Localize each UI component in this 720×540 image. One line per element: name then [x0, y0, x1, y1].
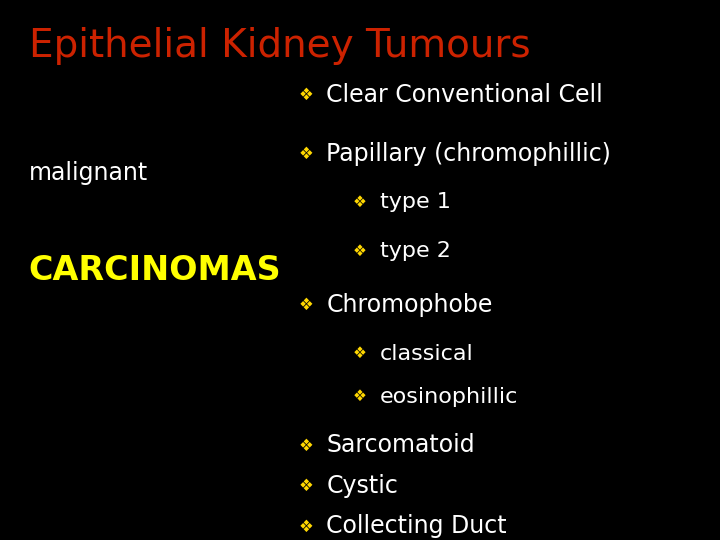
Text: Sarcomatoid: Sarcomatoid	[326, 434, 474, 457]
Text: classical: classical	[380, 343, 474, 364]
Text: ❖: ❖	[299, 145, 313, 163]
Text: Cystic: Cystic	[326, 474, 398, 498]
Text: ❖: ❖	[299, 517, 313, 536]
Text: ❖: ❖	[299, 436, 313, 455]
Text: Collecting Duct: Collecting Duct	[326, 515, 507, 538]
Text: ❖: ❖	[353, 346, 366, 361]
Text: CARCINOMAS: CARCINOMAS	[29, 253, 282, 287]
Text: ❖: ❖	[353, 195, 366, 210]
Text: ❖: ❖	[299, 85, 313, 104]
Text: ❖: ❖	[299, 296, 313, 314]
Text: type 1: type 1	[380, 192, 451, 213]
Text: ❖: ❖	[353, 244, 366, 259]
Text: eosinophillic: eosinophillic	[380, 387, 518, 407]
Text: ❖: ❖	[299, 477, 313, 495]
Text: malignant: malignant	[29, 161, 148, 185]
Text: Epithelial Kidney Tumours: Epithelial Kidney Tumours	[29, 27, 531, 65]
Text: Papillary (chromophillic): Papillary (chromophillic)	[326, 142, 611, 166]
Text: Chromophobe: Chromophobe	[326, 293, 492, 317]
Text: Clear Conventional Cell: Clear Conventional Cell	[326, 83, 603, 106]
Text: ❖: ❖	[353, 389, 366, 404]
Text: type 2: type 2	[380, 241, 451, 261]
